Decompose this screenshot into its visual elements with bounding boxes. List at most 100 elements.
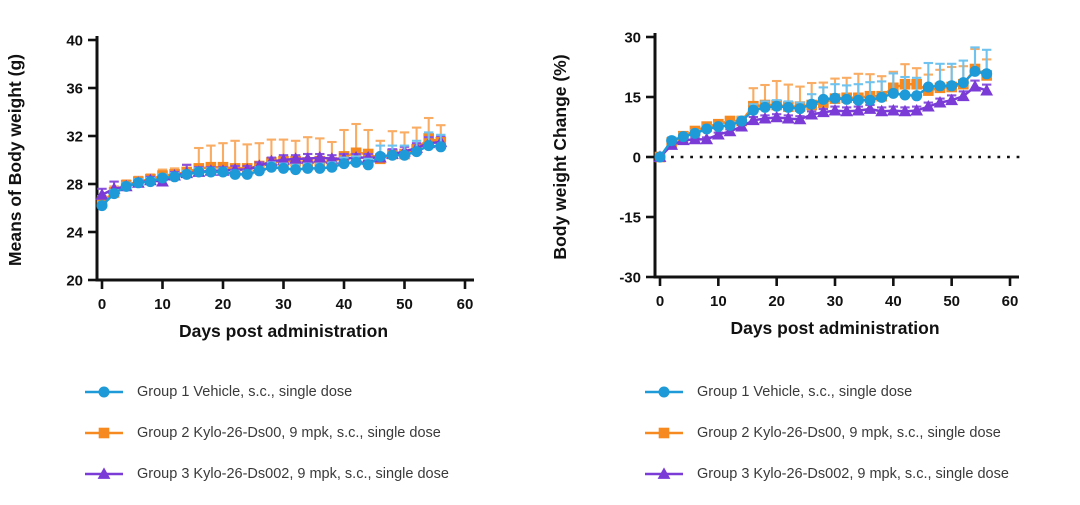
x-tick-label: 50 bbox=[396, 296, 413, 313]
body-weight-change-chart: -30 -15 0 15 30 0 10 20 30 40 50 60 Days post admini… bbox=[550, 30, 1020, 338]
circle-marker-icon bbox=[724, 119, 736, 131]
circle-marker-icon bbox=[645, 386, 683, 397]
square-marker-icon bbox=[98, 427, 110, 438]
triangle-marker-icon bbox=[851, 104, 865, 116]
triangle-marker-icon bbox=[933, 96, 947, 108]
x-tick-label: 40 bbox=[336, 296, 353, 313]
x-axis-title: Days post administration bbox=[730, 318, 939, 338]
circle-marker-icon bbox=[314, 162, 326, 174]
triangle-marker-icon bbox=[921, 100, 935, 112]
circle-marker-icon bbox=[841, 93, 853, 105]
triangle-marker-icon bbox=[863, 102, 877, 114]
triangle-marker-icon bbox=[645, 466, 683, 479]
circle-marker-icon bbox=[654, 151, 666, 163]
circle-marker-icon bbox=[169, 171, 181, 183]
circle-marker-icon bbox=[658, 386, 670, 397]
circle-marker-icon bbox=[132, 177, 144, 189]
body-weight-panel: 20 24 28 32 36 40 0 10 20 30 40 50 60 Days post admin… bbox=[0, 33, 540, 494]
triangle-marker-icon bbox=[301, 152, 315, 164]
legend-label: Group 2 Kylo-26-Ds00, 9 mpk, s.c., singl… bbox=[697, 424, 1001, 441]
circle-marker-icon bbox=[689, 127, 701, 139]
triangle-marker-icon bbox=[805, 108, 819, 120]
axes: 20 24 28 32 36 40 0 10 20 30 40 50 60 bbox=[66, 33, 474, 313]
circle-marker-icon bbox=[852, 94, 864, 106]
x-tick-label: 20 bbox=[768, 293, 785, 310]
legend-label: Group 2 Kylo-26-Ds00, 9 mpk, s.c., singl… bbox=[137, 424, 441, 441]
y-tick-label: 24 bbox=[66, 225, 83, 242]
circle-marker-icon bbox=[399, 149, 410, 161]
y-tick-label: 30 bbox=[624, 30, 641, 47]
x-tick-label: 30 bbox=[275, 296, 292, 313]
body-weight-change-panel: -30 -15 0 15 30 0 10 20 30 40 50 60 Days post admini… bbox=[540, 0, 1080, 505]
circle-marker-icon bbox=[747, 104, 759, 116]
triangle-marker-icon bbox=[277, 153, 290, 165]
y-tick-label: 40 bbox=[66, 33, 83, 50]
x-tick-label: 40 bbox=[885, 293, 902, 310]
x-tick-label: 30 bbox=[827, 293, 844, 310]
circle-marker-icon bbox=[205, 166, 217, 178]
circle-marker-icon bbox=[362, 159, 374, 171]
circle-marker-icon bbox=[241, 168, 253, 180]
circle-marker-icon bbox=[253, 165, 265, 177]
y-tick-label: 20 bbox=[66, 273, 83, 290]
triangle-marker-icon bbox=[898, 104, 912, 117]
x-tick-label: 10 bbox=[710, 293, 727, 310]
y-tick-label: -15 bbox=[619, 210, 641, 227]
circle-marker-icon bbox=[957, 77, 969, 89]
legend-label: Group 3 Kylo-26-Ds002, 9 mpk, s.c., sing… bbox=[137, 465, 449, 482]
triangle-marker-icon bbox=[770, 110, 784, 123]
circle-marker-icon bbox=[181, 168, 193, 180]
circle-marker-icon bbox=[278, 162, 289, 174]
circle-marker-icon bbox=[794, 103, 806, 115]
series-group-1 bbox=[96, 131, 447, 212]
square-marker-icon bbox=[658, 427, 670, 438]
circle-marker-icon bbox=[386, 149, 398, 161]
circle-marker-icon bbox=[350, 156, 362, 168]
circle-marker-icon bbox=[829, 92, 841, 104]
triangle-marker-icon bbox=[980, 84, 994, 96]
body-weight-chart: 20 24 28 32 36 40 0 10 20 30 40 50 60 Days post admin… bbox=[5, 33, 474, 341]
legend-left: Group 1 Vehicle, s.c., single dose Group … bbox=[0, 358, 540, 494]
circle-marker-icon bbox=[423, 140, 435, 152]
triangle-marker-icon bbox=[325, 152, 339, 164]
triangle-marker-icon bbox=[711, 128, 725, 140]
circle-marker-icon bbox=[144, 176, 156, 188]
circle-marker-icon bbox=[922, 81, 934, 93]
x-tick-label: 0 bbox=[98, 296, 106, 313]
legend-right: Group 1 Vehicle, s.c., single dose Group … bbox=[540, 358, 1080, 494]
triangle-marker-icon bbox=[97, 466, 111, 479]
circle-marker-icon bbox=[876, 91, 888, 103]
legend-label: Group 3 Kylo-26-Ds002, 9 mpk, s.c., sing… bbox=[697, 465, 1009, 482]
triangle-marker-icon bbox=[816, 105, 830, 118]
circle-marker-icon bbox=[290, 164, 302, 176]
square-marker-icon bbox=[645, 427, 683, 438]
y-tick-label: 36 bbox=[66, 81, 83, 98]
circle-marker-icon bbox=[899, 89, 911, 101]
circle-marker-icon bbox=[435, 141, 447, 153]
circle-marker-icon bbox=[85, 386, 123, 397]
circle-marker-icon bbox=[302, 162, 314, 174]
x-tick-label: 60 bbox=[457, 296, 474, 313]
circle-marker-icon bbox=[108, 188, 120, 200]
y-tick-label: 32 bbox=[66, 129, 83, 146]
triangle-marker-icon bbox=[746, 113, 760, 126]
circle-marker-icon bbox=[759, 101, 771, 113]
triangle-marker-icon bbox=[793, 112, 807, 125]
legend-item: Group 3 Kylo-26-Ds002, 9 mpk, s.c., sing… bbox=[644, 453, 1080, 494]
y-tick-label: -30 bbox=[619, 270, 641, 287]
x-tick-label: 20 bbox=[215, 296, 232, 313]
triangle-marker-icon bbox=[910, 104, 924, 116]
triangle-marker-icon bbox=[840, 104, 854, 117]
circle-marker-icon bbox=[193, 166, 205, 178]
legend-label: Group 1 Vehicle, s.c., single dose bbox=[697, 383, 913, 400]
circle-marker-icon bbox=[981, 68, 993, 80]
circle-marker-icon bbox=[157, 172, 168, 184]
triangle-marker-icon bbox=[781, 112, 795, 124]
y-axis-title: Body weight Change (%) bbox=[550, 54, 570, 259]
y-tick-label: 0 bbox=[633, 150, 641, 167]
circle-marker-icon bbox=[374, 150, 386, 162]
triangle-marker-icon bbox=[313, 151, 327, 163]
circle-marker-icon bbox=[736, 115, 748, 127]
circle-marker-icon bbox=[806, 98, 818, 110]
